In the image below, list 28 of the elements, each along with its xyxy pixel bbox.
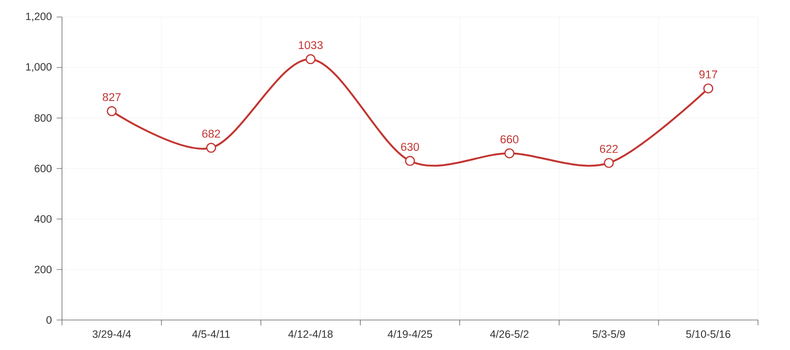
x-tick-label: 4/26-5/2	[490, 330, 528, 338]
data-label: 1033	[298, 41, 323, 50]
data-label: 917	[699, 70, 718, 78]
y-tick-label: 0	[46, 316, 52, 324]
y-tick-label: 600	[34, 164, 52, 172]
x-tick-label: 4/12-4/18	[288, 330, 333, 338]
x-tick-label: 5/10-5/16	[686, 330, 730, 338]
x-tick-label: 3/29-4/4	[92, 330, 131, 338]
x-tick-label: 4/19-4/25	[388, 330, 432, 338]
point	[405, 156, 415, 166]
y-tick-label: 800	[34, 114, 52, 122]
y-tick-label: 1,000	[26, 63, 52, 72]
data-label: 827	[102, 93, 121, 102]
y-tick-label: 400	[34, 215, 52, 223]
data-label: 622	[600, 144, 618, 153]
y-tick-label: 200	[34, 266, 52, 274]
point	[106, 106, 117, 116]
point	[604, 158, 614, 168]
point	[206, 142, 216, 153]
point	[504, 148, 514, 158]
y-tick-label: 1,200	[26, 12, 52, 22]
x-tick-label: 5/3-5/9	[592, 330, 625, 338]
data-label: 660	[500, 135, 518, 144]
data-label: 630	[401, 142, 420, 151]
point	[306, 54, 316, 64]
point	[703, 83, 714, 94]
data-label: 682	[202, 130, 220, 138]
x-tick-label: 4/5-4/11	[192, 330, 230, 338]
